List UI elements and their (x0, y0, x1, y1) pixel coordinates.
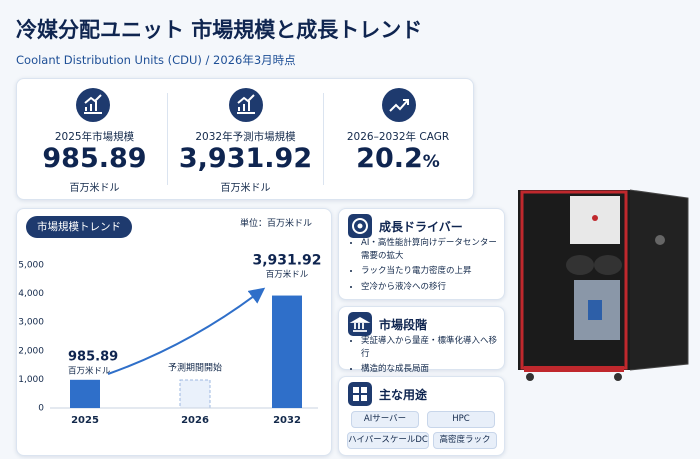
bullet: 構造的な成長局面 (361, 363, 499, 376)
value-label: 3,931.92 (252, 253, 321, 269)
annotation: 予測期間開始 (168, 362, 222, 374)
bar (272, 295, 302, 408)
bullet: AI・高性能計算向けデータセンター需要の拡大 (361, 237, 499, 262)
bullet: 空冷から液冷への移行 (361, 281, 499, 294)
subtitle: Coolant Distribution Units (CDU) / 2026年… (16, 53, 296, 67)
panel-title: 主な用途 (379, 388, 428, 402)
x-tick-label: 2025 (71, 415, 99, 426)
kpi-number: 20.2 (356, 143, 423, 174)
bullet: 実証導入から量産・標準化導入へ移行 (361, 335, 499, 360)
trend-arrow (107, 287, 266, 375)
forecast-placeholder (179, 379, 211, 409)
kpi-card: 2025年市場規模 985.89 百万米ドル 2032年予測市場規模 3,931… (16, 78, 474, 200)
panel-title: 成長ドライバー (379, 220, 463, 234)
tag: 高密度ラック (433, 432, 497, 449)
bullet: ラック当たり電力密度の上昇 (361, 265, 499, 278)
kpi-label: 2032年予測市場規模 (195, 131, 296, 143)
kpi-unit: 百万米ドル (220, 183, 271, 194)
chart-title: 市場規模トレンド (26, 216, 132, 238)
panel-title: 市場段階 (379, 318, 428, 332)
unit-note: 単位：百万米ドル (240, 219, 313, 229)
kpi-value: 3,931.92 (178, 143, 313, 174)
x-tick-label: 2026 (181, 415, 209, 426)
y-tick-label: 1,000 (18, 375, 44, 385)
x-tick-label: 2032 (273, 415, 301, 426)
kpi-unit: 百万米ドル (69, 183, 120, 194)
panel: 成長ドライバー AI・高性能計算向けデータセンター需要の拡大ラック当たり電力密度… (338, 208, 505, 300)
y-tick-label: 5,000 (18, 261, 44, 271)
bar (70, 379, 100, 408)
tag: AIサーバー (351, 411, 419, 428)
value-unit: 百万米ドル (68, 365, 111, 376)
title: 冷媒分配ユニット 市場規模と成長トレンド (16, 18, 423, 42)
tag: HPC (427, 411, 495, 428)
y-tick-label: 4,000 (18, 289, 44, 299)
kpi-label: 2026–2032年 CAGR (346, 131, 450, 143)
value-unit: 百万米ドル (266, 269, 309, 280)
y-tick-label: 3,000 (18, 318, 44, 328)
panel: 市場段階 実証導入から量産・標準化導入へ移行構造的な成長局面 (338, 306, 505, 374)
y-tick-label: 0 (38, 404, 44, 414)
kpi-value: 20.2% (324, 143, 472, 174)
kpi-value: 985.89 (42, 143, 147, 174)
value-label: 985.89 (68, 349, 118, 364)
kpi-label: 2025年市場規模 (54, 131, 135, 143)
y-tick-label: 2,000 (18, 346, 44, 356)
kpi-unit: % (422, 152, 440, 172)
tag: ハイパースケールDC (347, 432, 429, 449)
cdu-image (518, 189, 689, 381)
panel: 主な用途 AIサーバー HPC ハイパースケールDC 高密度ラック (338, 376, 505, 456)
